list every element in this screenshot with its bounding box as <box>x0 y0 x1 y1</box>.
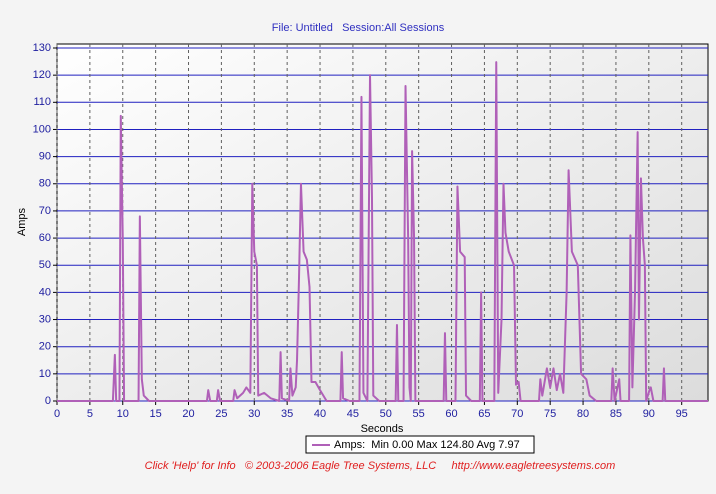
y-tick-label: 40 <box>39 286 51 298</box>
y-tick-label: 10 <box>39 368 51 380</box>
legend: Amps: Min 0.00 Max 124.80 Avg 7.97 <box>305 435 535 454</box>
y-tick-label: 50 <box>39 259 51 271</box>
x-tick-label: 45 <box>347 408 359 420</box>
x-tick-label: 25 <box>215 408 227 420</box>
x-tick-label: 5 <box>87 408 93 420</box>
x-tick-label: 15 <box>150 408 162 420</box>
x-tick-label: 50 <box>380 408 392 420</box>
y-tick-label: 130 <box>33 42 51 54</box>
chart-title: File: Untitled Session:All Sessions <box>272 22 445 34</box>
legend-box <box>305 435 535 454</box>
x-tick-label: 10 <box>117 408 129 420</box>
x-tick-label: 85 <box>610 408 622 420</box>
data-line <box>57 61 708 402</box>
y-tick-label: 100 <box>33 123 51 135</box>
y-tick-label: 120 <box>33 69 51 81</box>
y-tick-label: 110 <box>33 96 51 108</box>
x-tick-label: 80 <box>577 408 589 420</box>
legend-label: Amps: Min 0.00 Max 124.80 Avg 7.97 <box>334 439 520 451</box>
x-tick-label: 40 <box>314 408 326 420</box>
grid: 0 10 20 30 40 50 60 70 80 90 100 110 120 130 0 5 10 15 20 2… <box>33 42 708 420</box>
y-tick-label: 90 <box>39 151 51 163</box>
x-tick-label: 75 <box>544 408 556 420</box>
x-tick-label: 35 <box>281 408 293 420</box>
y-tick-label: 0 <box>45 395 51 407</box>
x-tick-label: 90 <box>643 408 655 420</box>
footer: Click 'Help' for Info © 2003-2006 Eagle … <box>145 460 616 472</box>
x-tick-label: 55 <box>413 408 425 420</box>
x-tick-label: 0 <box>54 408 60 420</box>
x-tick-label: 30 <box>248 408 260 420</box>
x-tick-label: 70 <box>511 408 523 420</box>
y-tick-label: 30 <box>39 313 51 325</box>
x-tick-label: 65 <box>478 408 490 420</box>
x-tick-label: 60 <box>445 408 457 420</box>
x-tick-label: 95 <box>676 408 688 420</box>
y-tick-label: 70 <box>39 205 51 217</box>
plot-area <box>56 43 709 402</box>
x-tick-label: 20 <box>182 408 194 420</box>
y-tick-label: 60 <box>39 232 51 244</box>
x-axis-label: Seconds <box>361 423 404 435</box>
marks <box>57 61 708 402</box>
y-tick-label: 80 <box>39 178 51 190</box>
y-tick-label: 20 <box>39 341 51 353</box>
y-axis-label: Amps <box>16 207 28 236</box>
